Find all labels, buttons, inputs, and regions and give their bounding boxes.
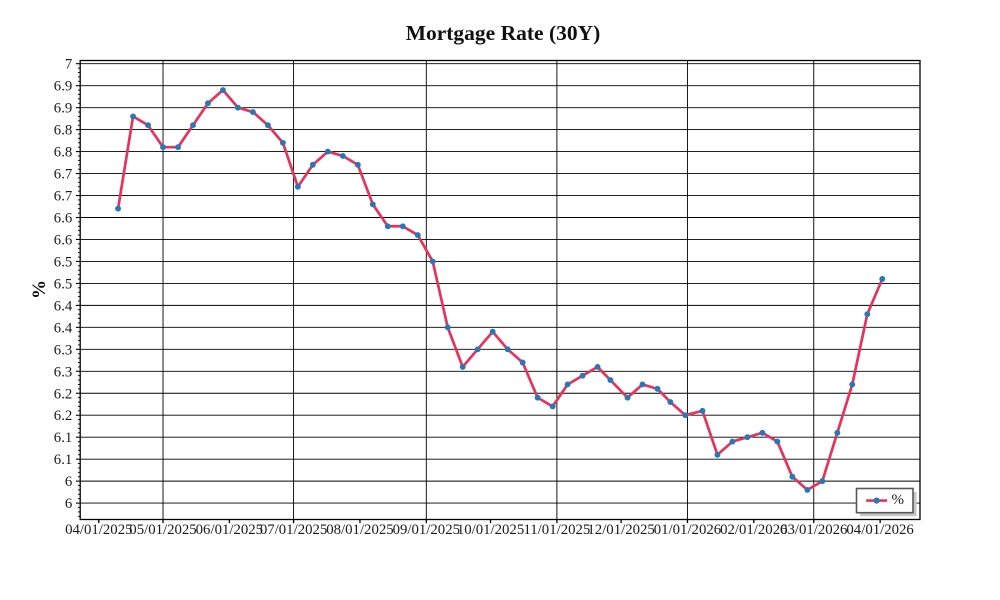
svg-text:07/01/2025: 07/01/2025 xyxy=(260,522,327,538)
svg-text:6.8: 6.8 xyxy=(54,145,73,161)
svg-text:09/01/2025: 09/01/2025 xyxy=(393,522,460,538)
svg-text:7: 7 xyxy=(65,57,72,73)
svg-text:6.7: 6.7 xyxy=(54,189,73,205)
svg-text:%: % xyxy=(892,492,905,508)
svg-text:6.7: 6.7 xyxy=(54,167,73,183)
svg-text:08/01/2025: 08/01/2025 xyxy=(326,522,393,538)
svg-text:%: % xyxy=(29,280,50,299)
svg-text:05/01/2025: 05/01/2025 xyxy=(129,522,196,538)
svg-text:6.1: 6.1 xyxy=(54,430,73,446)
svg-text:6.9: 6.9 xyxy=(54,101,73,117)
svg-text:6.2: 6.2 xyxy=(54,386,73,402)
svg-text:04/01/2025: 04/01/2025 xyxy=(65,522,132,538)
svg-text:6.5: 6.5 xyxy=(54,276,73,292)
svg-text:10/01/2025: 10/01/2025 xyxy=(457,522,524,538)
svg-text:6.9: 6.9 xyxy=(54,79,73,95)
svg-text:03/01/2026: 03/01/2026 xyxy=(780,522,847,538)
svg-text:6.8: 6.8 xyxy=(54,123,73,139)
svg-text:6.1: 6.1 xyxy=(54,452,73,468)
svg-text:12/01/2025: 12/01/2025 xyxy=(587,522,654,538)
svg-text:11/01/2025: 11/01/2025 xyxy=(523,522,590,538)
svg-text:6.2: 6.2 xyxy=(54,408,73,424)
svg-text:6.6: 6.6 xyxy=(54,210,73,226)
svg-text:Mortgage Rate (30Y): Mortgage Rate (30Y) xyxy=(406,21,601,45)
svg-text:04/01/2026: 04/01/2026 xyxy=(846,522,913,538)
svg-text:02/01/2026: 02/01/2026 xyxy=(720,522,787,538)
svg-text:6.3: 6.3 xyxy=(54,364,73,380)
svg-text:6.4: 6.4 xyxy=(54,320,73,336)
svg-text:6.4: 6.4 xyxy=(54,298,73,314)
svg-text:06/01/2025: 06/01/2025 xyxy=(196,522,263,538)
svg-text:01/01/2026: 01/01/2026 xyxy=(654,522,721,538)
svg-text:6.3: 6.3 xyxy=(54,342,73,358)
svg-text:6: 6 xyxy=(65,474,72,490)
svg-text:6.5: 6.5 xyxy=(54,254,73,270)
svg-text:6: 6 xyxy=(65,496,72,512)
svg-text:6.6: 6.6 xyxy=(54,232,73,248)
